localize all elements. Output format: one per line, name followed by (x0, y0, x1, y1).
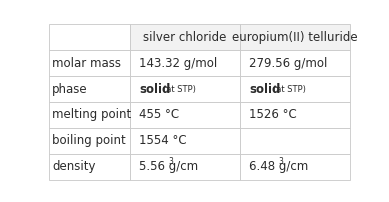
Text: (at STP): (at STP) (273, 85, 305, 94)
Bar (49, 76, 130, 102)
Text: 1554 °C: 1554 °C (139, 134, 187, 147)
Bar (49, 50, 130, 76)
Bar (240, 154, 350, 180)
Bar (49, 102, 130, 128)
Text: 143.32 g/mol: 143.32 g/mol (139, 57, 217, 70)
Text: (at STP): (at STP) (163, 85, 195, 94)
Text: solid: solid (139, 83, 170, 96)
Bar (130, 50, 240, 76)
Text: 6.48 g/cm: 6.48 g/cm (249, 160, 308, 173)
Bar (130, 128, 240, 154)
Bar (240, 128, 350, 154)
Text: 455 °C: 455 °C (139, 108, 179, 121)
Text: density: density (52, 160, 96, 173)
Bar (130, 76, 240, 102)
Text: molar mass: molar mass (52, 57, 121, 70)
Text: 3: 3 (168, 157, 173, 166)
Bar (130, 102, 240, 128)
Bar (49, 128, 130, 154)
Bar (130, 24, 240, 50)
Bar (49, 24, 130, 50)
Bar (240, 102, 350, 128)
Text: 1526 °C: 1526 °C (249, 108, 297, 121)
Bar (49, 154, 130, 180)
Text: 3: 3 (279, 157, 284, 166)
Text: melting point: melting point (52, 108, 131, 121)
Text: solid: solid (249, 83, 280, 96)
Bar (130, 154, 240, 180)
Text: 279.56 g/mol: 279.56 g/mol (249, 57, 328, 70)
Text: 5.56 g/cm: 5.56 g/cm (139, 160, 198, 173)
Text: europium(II) telluride: europium(II) telluride (232, 31, 358, 44)
Bar (240, 50, 350, 76)
Bar (240, 24, 350, 50)
Text: boiling point: boiling point (52, 134, 126, 147)
Text: silver chloride: silver chloride (144, 31, 227, 44)
Text: phase: phase (52, 83, 88, 96)
Bar (240, 76, 350, 102)
